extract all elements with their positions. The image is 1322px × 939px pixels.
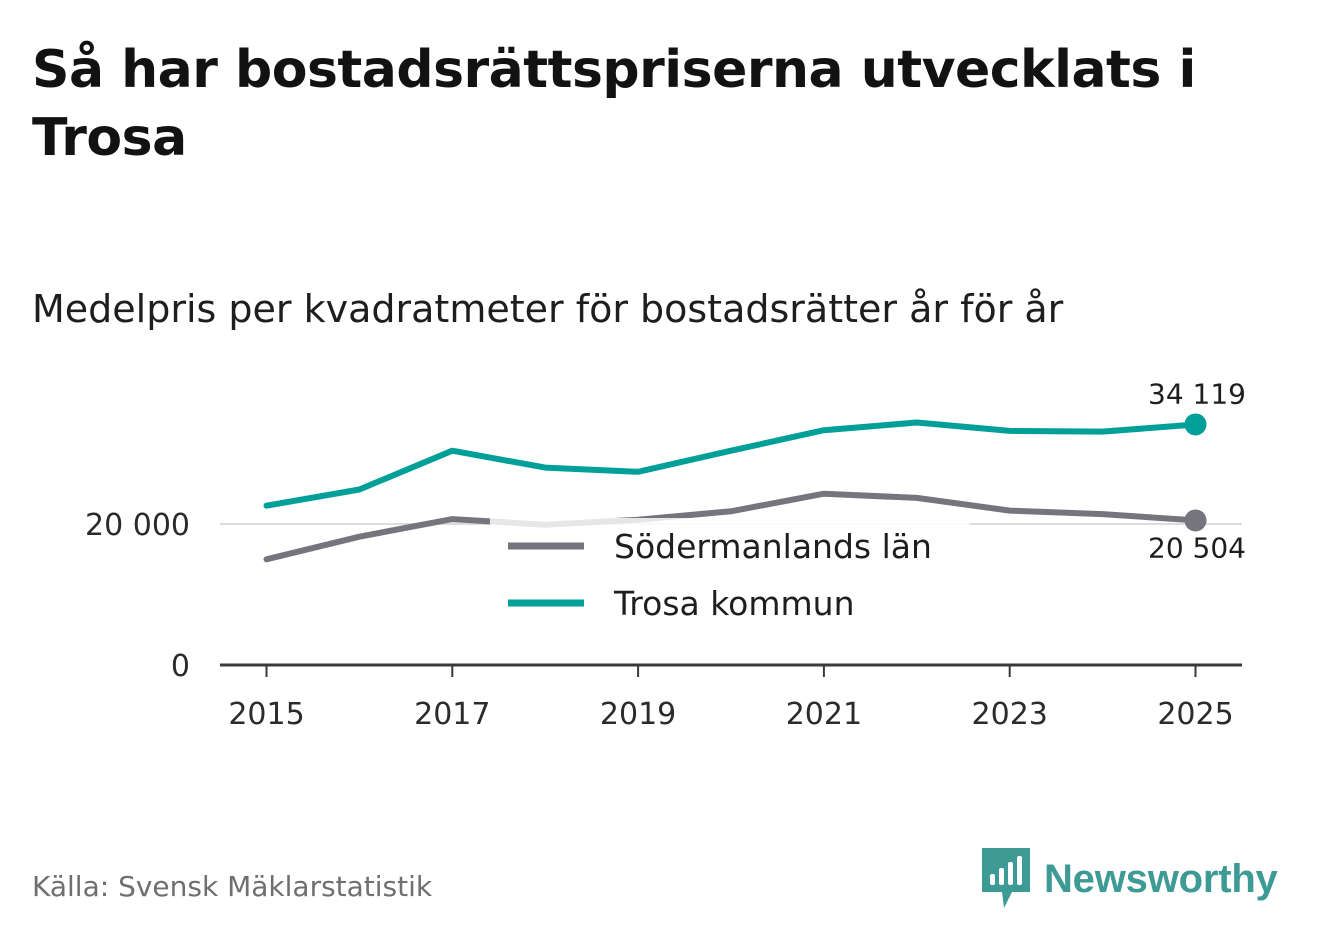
series-line-sodermanlands-lan: [263, 490, 1199, 563]
chart-title: Så har bostadsrättspriserna utvecklats i…: [32, 40, 1196, 168]
legend-label: Södermanlands län: [614, 527, 932, 566]
series-lines: [263, 413, 1207, 563]
x-tick-label: 2017: [414, 697, 490, 732]
brand-name: Newsworthy: [1044, 856, 1278, 901]
brand-logo: Newsworthy: [982, 848, 1278, 910]
newsworthy-icon: [982, 848, 1030, 908]
x-axis: 2015 2017 2019 2021 2023 2025: [220, 663, 1242, 732]
x-tick-label: 2023: [972, 697, 1048, 732]
y-axis-ticks: 0 20 000: [85, 508, 190, 684]
x-tick-label: 2019: [600, 697, 676, 732]
y-tick-label: 0: [171, 649, 190, 684]
end-point-marker: [1184, 509, 1207, 532]
end-label-trosa-kommun: 34 119: [1148, 377, 1246, 410]
x-tick-label: 2025: [1157, 697, 1233, 732]
legend-label: Trosa kommun: [613, 584, 855, 623]
y-tick-label: 20 000: [85, 508, 190, 543]
legend: Södermanlands län Trosa kommun: [490, 518, 970, 634]
series-line-trosa-kommun: [263, 419, 1199, 509]
x-tick-label: 2015: [228, 697, 304, 732]
x-tick-label: 2021: [786, 697, 862, 732]
chart-subtitle: Medelpris per kvadratmeter för bostadsrä…: [32, 287, 1064, 331]
end-labels: 34 119 20 504: [1148, 377, 1246, 564]
end-point-marker: [1184, 413, 1207, 436]
end-label-sodermanlands-lan: 20 504: [1148, 531, 1246, 564]
source-note: Källa: Svensk Mäklarstatistik: [32, 870, 433, 903]
legend-background: [490, 518, 970, 634]
